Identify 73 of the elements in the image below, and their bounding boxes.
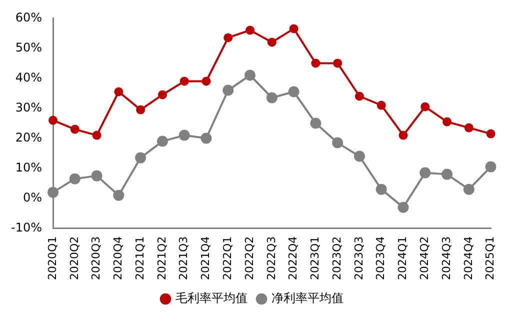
point bbox=[463, 184, 474, 195]
x-tick-label: 2024Q2 bbox=[418, 236, 431, 280]
x-tick-label: 2022Q4 bbox=[286, 236, 300, 280]
point bbox=[69, 173, 80, 184]
y-tick-label: 40% bbox=[15, 70, 42, 84]
point bbox=[442, 117, 452, 126]
point bbox=[333, 58, 342, 68]
x-tick-label: 2020Q2 bbox=[68, 236, 81, 280]
x-tick-label: 2020Q1 bbox=[46, 236, 59, 280]
point bbox=[442, 168, 453, 180]
point bbox=[244, 70, 256, 81]
point bbox=[267, 38, 276, 47]
x-tick-label: 2025Q1 bbox=[484, 236, 497, 280]
y-tick-label: -10% bbox=[10, 220, 42, 234]
point bbox=[310, 118, 322, 129]
x-tick-label: 2023Q3 bbox=[352, 236, 366, 280]
point bbox=[311, 58, 320, 68]
point bbox=[420, 167, 431, 178]
point bbox=[114, 87, 124, 96]
point bbox=[485, 161, 496, 172]
point bbox=[156, 136, 168, 147]
point bbox=[266, 92, 278, 104]
x-tick-label: 2024Q4 bbox=[462, 236, 475, 280]
point bbox=[48, 116, 58, 125]
point bbox=[376, 184, 387, 195]
point bbox=[136, 105, 146, 114]
point bbox=[113, 190, 124, 201]
point bbox=[158, 90, 167, 100]
point bbox=[354, 150, 365, 162]
x-tick-label: 2022Q1 bbox=[220, 236, 234, 280]
legend-label: 毛利率平均值 bbox=[176, 291, 248, 306]
point bbox=[70, 124, 80, 134]
y-tick-label: 60% bbox=[15, 10, 42, 24]
point bbox=[48, 186, 58, 198]
point bbox=[200, 132, 212, 144]
point bbox=[354, 92, 364, 101]
point bbox=[246, 26, 255, 35]
x-tick-label: 2023Q1 bbox=[308, 236, 322, 280]
y-tick-label: 30% bbox=[15, 100, 42, 114]
point bbox=[135, 152, 146, 164]
point bbox=[376, 100, 386, 110]
x-tick-label: 2024Q1 bbox=[396, 236, 410, 280]
x-tick-label: 2022Q2 bbox=[242, 236, 256, 280]
y-tick-label: 50% bbox=[15, 40, 42, 54]
legend-label: 净利率平均值 bbox=[272, 291, 344, 306]
y-tick-label: 10% bbox=[15, 160, 42, 174]
x-tick-label: 2020Q3 bbox=[90, 236, 103, 280]
point bbox=[289, 24, 298, 34]
x-tick-label: 2022Q3 bbox=[264, 236, 278, 280]
point bbox=[91, 170, 102, 182]
point bbox=[222, 84, 234, 96]
x-tick-label: 2023Q4 bbox=[374, 236, 388, 280]
x-tick-label: 2021Q4 bbox=[199, 236, 212, 280]
x-tick-label: 2021Q1 bbox=[133, 236, 146, 280]
y-tick-label: 20% bbox=[15, 130, 42, 144]
point bbox=[180, 76, 189, 86]
x-tick-label: 2021Q2 bbox=[155, 236, 168, 280]
point bbox=[420, 102, 430, 112]
y-tick-label: 0% bbox=[22, 190, 42, 204]
point bbox=[332, 137, 344, 148]
point bbox=[178, 130, 190, 141]
x-tick-label: 2021Q3 bbox=[177, 236, 190, 280]
point bbox=[288, 86, 300, 98]
point bbox=[398, 130, 408, 140]
x-tick-label: 2023Q2 bbox=[330, 236, 344, 280]
point bbox=[464, 123, 474, 132]
x-tick-label: 2024Q3 bbox=[440, 236, 453, 280]
point bbox=[486, 129, 496, 138]
point bbox=[224, 33, 233, 42]
point bbox=[398, 202, 409, 213]
point bbox=[202, 76, 211, 86]
x-tick-label: 2020Q4 bbox=[112, 236, 125, 280]
point bbox=[92, 130, 102, 140]
